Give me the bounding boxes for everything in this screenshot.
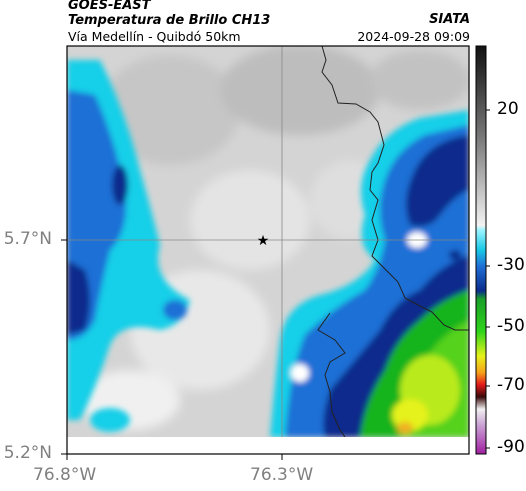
colorbar-tick-label: 20 xyxy=(497,99,519,119)
lon-tick-label: 76.3°W xyxy=(250,465,314,485)
organization-label: SIATA xyxy=(429,12,470,27)
location-star-icon: ★ xyxy=(257,233,270,249)
colorbar xyxy=(475,45,487,455)
satellite-title: GOES-EAST xyxy=(68,0,151,13)
product-title: Temperatura de Brillo CH13 xyxy=(68,13,271,28)
lon-tick-label: 76.8°W xyxy=(33,465,97,485)
lat-tick-label: 5.7°N xyxy=(3,229,52,249)
lat-tick-label: 5.2°N xyxy=(3,443,52,463)
datetime-label: 2024-09-28 09:09 xyxy=(357,29,470,44)
colorbar-tick-label: -30 xyxy=(497,255,525,275)
route-subtitle: Vía Medellín - Quibdó 50km xyxy=(68,29,241,44)
colorbar-tick-label: -70 xyxy=(497,375,525,395)
colorbar-tick-label: -50 xyxy=(497,316,525,336)
brightness-temperature-field: ★ xyxy=(67,46,469,437)
map-frame xyxy=(66,45,470,455)
colorbar-tick-label: -90 xyxy=(497,437,525,457)
